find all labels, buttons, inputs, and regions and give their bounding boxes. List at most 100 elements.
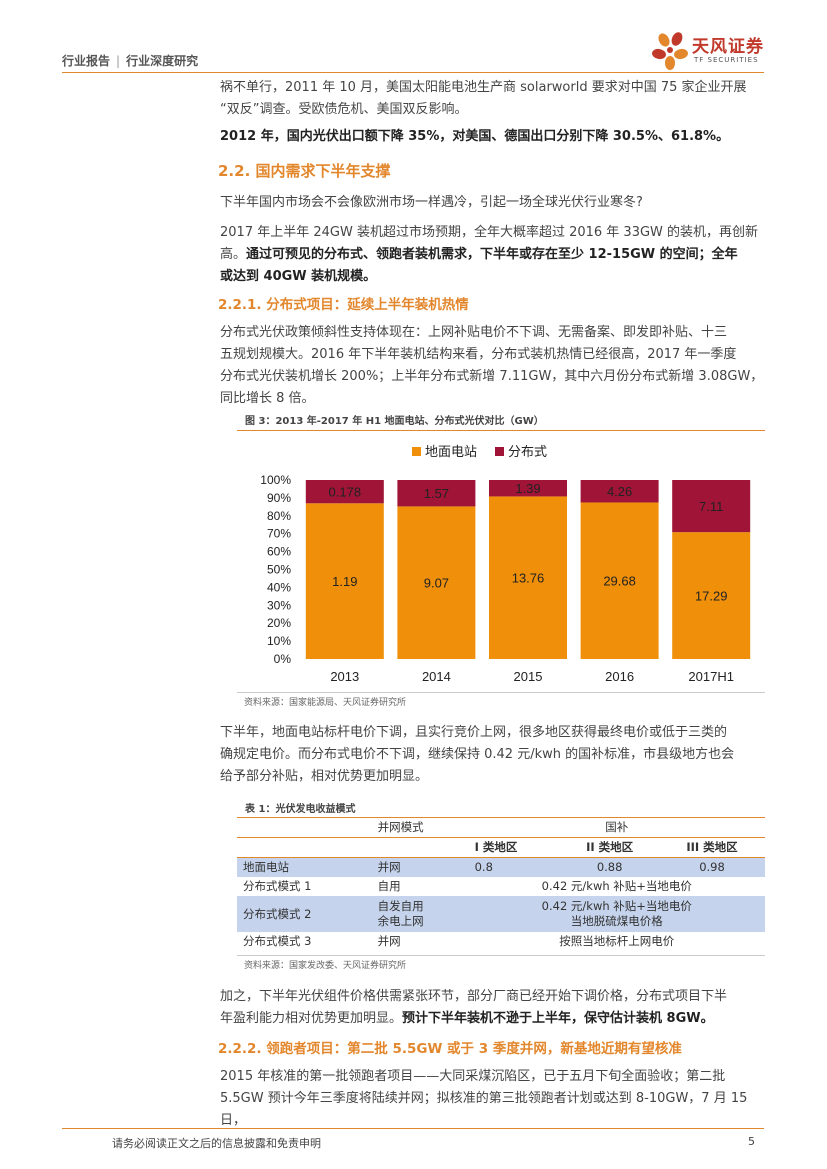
row-zone-3: 0.98 (659, 857, 765, 877)
y-tick-label: 20% (267, 616, 291, 630)
bar-distributed-2014 (397, 480, 476, 507)
row-zone-1: 0.8 (468, 857, 561, 877)
y-tick-label: 90% (267, 491, 291, 505)
source-rule (237, 692, 765, 693)
data-label-distributed: 1.57 (424, 486, 449, 501)
paragraph-2012-exports: 2012 年，国内光伏出口额下降 35%，对美国、德国出口分别下降 30.5%、… (220, 126, 765, 148)
bar-ground-2014 (397, 506, 476, 659)
row-subsidy: 0.42 元/kwh 补贴+当地电价 当地脱硫煤电价格 (468, 896, 765, 932)
logo-text-en: TF SECURITIES (694, 56, 759, 64)
table-row: 分布式模式 1 自用 0.42 元/kwh 补贴+当地电价 (237, 877, 765, 896)
y-tick-label: 30% (267, 598, 291, 612)
table-cell (237, 837, 372, 858)
y-tick-label: 50% (267, 563, 291, 577)
y-tick-label: 10% (267, 634, 291, 648)
logo-text-cn: 天风证券 (692, 37, 764, 57)
legend-label: 地面电站 (425, 444, 477, 459)
row-subsidy: 按照当地标杆上网电价 (559, 934, 675, 948)
table-cell (237, 818, 372, 838)
row-subsidy: 0.42 元/kwh 补贴+当地电价 (541, 879, 692, 893)
header-zone-3: III 类地区 (659, 837, 765, 858)
line: 同比增长 8 倍。 (220, 391, 315, 406)
revenue-mode-table: 并网模式 国补 I 类地区 II 类地区 III 类地区 地面电站 并网 0.8… (237, 818, 765, 951)
data-label-distributed: 1.39 (515, 481, 540, 496)
data-label-ground: 29.68 (603, 574, 636, 589)
row-mode: 并网 (377, 934, 401, 948)
header-zone-1: I 类地区 (468, 837, 561, 858)
header-subsidy: 国补 (468, 818, 765, 838)
header-zone-2: II 类地区 (560, 837, 660, 858)
paragraph-distributed-policy: 分布式光伏政策倾斜性支持体现在：上网补贴电价不下调、无需备案、即发即补贴、十三 … (220, 322, 765, 410)
data-label-distributed: 7.11 (699, 499, 723, 514)
data-label-ground: 13.76 (512, 571, 545, 586)
line: 分布式光伏装机增长 200%；上半年分布式新增 7.11GW，其中六月份分布式新… (220, 369, 764, 384)
line-bold: 预计下半年装机不逊于上半年，保守估计装机 8GW。 (402, 1011, 714, 1026)
report-type: 行业报告 (62, 54, 111, 68)
row-name: 分布式模式 3 (243, 934, 312, 948)
stacked-bar-chart: 地面电站 分布式 0% 10% 20% 30% 40% 50% 60% 70% 80% 90% 100… (260, 444, 751, 684)
y-tick-label: 100% (260, 473, 291, 487)
bar-distributed-2016 (580, 480, 659, 503)
table-title: 表 1：光伏发电收益模式 (245, 804, 356, 815)
x-axis: 2013 2014 2015 2016 2017H1 (330, 669, 734, 684)
company-logo: 天风证券 TF SECURITIES (650, 30, 770, 74)
bar-ground-2013 (305, 503, 384, 659)
bar-distributed-2017H1 (672, 480, 751, 533)
line: 加之，下半年光伏组件价格供需紧张环节，部分厂商已经开始下调价格，分布式项目下半 (220, 989, 728, 1004)
line: 2017 年上半年 24GW 装机超过市场预期，全年大概率超过 2016 年 3… (220, 225, 759, 240)
data-label-distributed: 4.26 (607, 484, 632, 499)
y-tick-label: 70% (267, 527, 291, 541)
x-tick-label: 2013 (330, 669, 359, 684)
bar-ground-2015 (489, 496, 567, 659)
section-heading-2-2-2: 2.2.2. 领跑者项目：第二批 5.5GW 或于 3 季度并网，新基地近期有望… (218, 1041, 682, 1057)
table-row: 分布式模式 3 并网 按照当地标杆上网电价 (237, 932, 765, 951)
header-mode: 并网模式 (371, 818, 469, 838)
bars: 1.19 0.178 9.07 1.57 13.76 1.39 29.68 4.26 17.29… (305, 480, 751, 659)
line: 分布式光伏政策倾斜性支持体现在：上网补贴电价不下调、无需备案、即发即补贴、十三 (220, 325, 728, 340)
report-category: 行业报告 | 行业深度研究 (62, 52, 198, 69)
table-source: 资料来源：国家发改委、天风证券研究所 (244, 961, 407, 971)
line: 2015 年核准的第一批领跑者项目——大同采煤沉陷区，已于五月下旬全面验收；第二… (220, 1069, 726, 1084)
y-tick-label: 0% (274, 652, 292, 666)
row-name: 分布式模式 1 (243, 879, 312, 893)
line: “双反”调查。受欧债危机、美国双反影响。 (220, 102, 468, 117)
data-label-distributed: 0.178 (329, 485, 362, 500)
header-divider: | (116, 54, 121, 68)
figure-source: 资料来源：国家能源局、天风证券研究所 (244, 698, 407, 708)
footer-disclaimer: 请务必阅读正文之后的信息披露和免责申明 (112, 1137, 321, 1150)
bar-ground-2016 (580, 502, 659, 659)
row-mode: 并网 (371, 857, 469, 877)
page-number: 5 (748, 1135, 755, 1148)
row-name: 地面电站 (237, 857, 372, 877)
table-header-row: 并网模式 国补 (237, 818, 765, 838)
x-tick-label: 2017H1 (688, 669, 734, 684)
paragraph-leader-program: 2015 年核准的第一批领跑者项目——大同采煤沉陷区，已于五月下旬全面验收；第二… (220, 1066, 765, 1132)
row-mode: 自发自用 余电上网 (371, 896, 469, 932)
line: 年盈利能力相对优势更加明显。 (220, 1011, 403, 1026)
flower-logo-icon (652, 32, 688, 70)
paragraph-2017-installs: 2017 年上半年 24GW 装机超过市场预期，全年大概率超过 2016 年 3… (220, 222, 765, 288)
line: 确规定电价。而分布式电价不下调，继续保持 0.42 元/kwh 的国补标准，市县… (220, 747, 735, 762)
x-tick-label: 2014 (422, 669, 451, 684)
footer-rule (62, 1128, 764, 1129)
mode-line: 自发自用 (377, 899, 424, 913)
paragraph-module-price: 加之，下半年光伏组件价格供需紧张环节，部分厂商已经开始下调价格，分布式项目下半 … (220, 986, 765, 1030)
x-tick-label: 2015 (514, 669, 543, 684)
figure-rule (237, 430, 765, 431)
line: 下半年，地面电站标杆电价下调，且实行竞价上网，很多地区获得最终电价或低于三类的 (220, 725, 728, 740)
subsidy-line: 0.42 元/kwh 补贴+当地电价 (541, 899, 692, 913)
data-label-ground: 1.19 (332, 574, 357, 589)
figure-title: 图 3：2013 年-2017 年 H1 地面电站、分布式光伏对比（GW） (245, 416, 544, 427)
line: 5.5GW 预计今年三季度将陆续并网；拟核准的第三批领跑者计划或达到 8-10G… (220, 1091, 748, 1128)
paragraph-ground-vs-distributed: 下半年，地面电站标杆电价下调，且实行竞价上网，很多地区获得最终电价或低于三类的 … (220, 722, 765, 788)
line: 下半年国内市场会不会像欧洲市场一样遇冷，引起一场全球光伏行业寒冬? (220, 195, 643, 210)
table-cell (371, 837, 469, 858)
line: 五规划规模大。2016 年下半年装机结构来看，分布式装机热情已经很高，2017 … (220, 347, 737, 362)
header-rule (62, 72, 764, 73)
paragraph-question: 下半年国内市场会不会像欧洲市场一样遇冷，引起一场全球光伏行业寒冬? (220, 192, 765, 214)
y-axis: 0% 10% 20% 30% 40% 50% 60% 70% 80% 90% 100% (260, 473, 291, 666)
bar-distributed-2015 (489, 480, 567, 497)
legend-swatch (412, 447, 421, 456)
paragraph-solarworld: 祸不单行，2011 年 10 月，美国太阳能电池生产商 solarworld 要… (220, 77, 765, 121)
chart-legend: 地面电站 分布式 (412, 444, 547, 459)
